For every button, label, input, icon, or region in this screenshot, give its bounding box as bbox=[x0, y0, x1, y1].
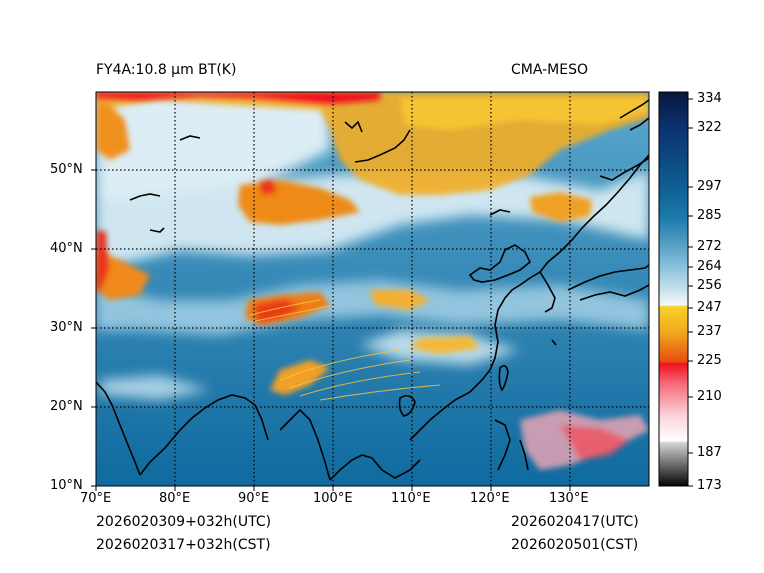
lon-label-110e: 110°E bbox=[391, 491, 431, 506]
colorbar-label: 272 bbox=[697, 239, 722, 254]
lat-label-30n: 30°N bbox=[50, 320, 83, 335]
lon-label-80e: 80°E bbox=[159, 491, 191, 506]
colorbar-label: 187 bbox=[697, 445, 722, 460]
lat-label-20n: 20°N bbox=[50, 399, 83, 414]
colorbar bbox=[658, 91, 693, 487]
lon-label-130e: 130°E bbox=[549, 491, 589, 506]
coastline bbox=[96, 99, 649, 481]
data-source: CMA-MESO bbox=[511, 62, 589, 78]
colorbar-label: 297 bbox=[697, 179, 722, 194]
valid-time-utc: 2026020417(UTC) bbox=[511, 514, 639, 530]
lat-label-50n: 50°N bbox=[50, 162, 83, 177]
brightness-temperature-field bbox=[96, 92, 649, 486]
lon-label-120e: 120°E bbox=[470, 491, 510, 506]
lon-label-90e: 90°E bbox=[238, 491, 270, 506]
map-title: FY4A:10.8 μm BT(K) bbox=[96, 62, 237, 78]
colorbar-label: 285 bbox=[697, 208, 722, 223]
colorbar-label: 256 bbox=[697, 278, 722, 293]
colorbar-label: 247 bbox=[697, 300, 722, 315]
colorbar-label: 225 bbox=[697, 353, 722, 368]
graticule bbox=[96, 92, 649, 486]
colorbar-label: 237 bbox=[697, 324, 722, 339]
colorbar-label: 173 bbox=[697, 478, 722, 493]
colorbar-label: 334 bbox=[697, 91, 722, 106]
lat-label-40n: 40°N bbox=[50, 241, 83, 256]
colorbar-label: 264 bbox=[697, 259, 722, 274]
map-frame bbox=[95, 91, 650, 487]
lon-label-100e: 100°E bbox=[313, 491, 353, 506]
valid-time-cst: 2026020501(CST) bbox=[511, 537, 639, 553]
colorbar-label: 322 bbox=[697, 120, 722, 135]
init-time-utc: 2026020309+032h(UTC) bbox=[96, 514, 272, 530]
init-time-cst: 2026020317+032h(CST) bbox=[96, 537, 271, 553]
lat-label-10n: 10°N bbox=[50, 478, 83, 493]
axis-ticks bbox=[91, 169, 571, 491]
colorbar-label: 210 bbox=[697, 389, 722, 404]
lon-label-70e: 70°E bbox=[80, 491, 112, 506]
